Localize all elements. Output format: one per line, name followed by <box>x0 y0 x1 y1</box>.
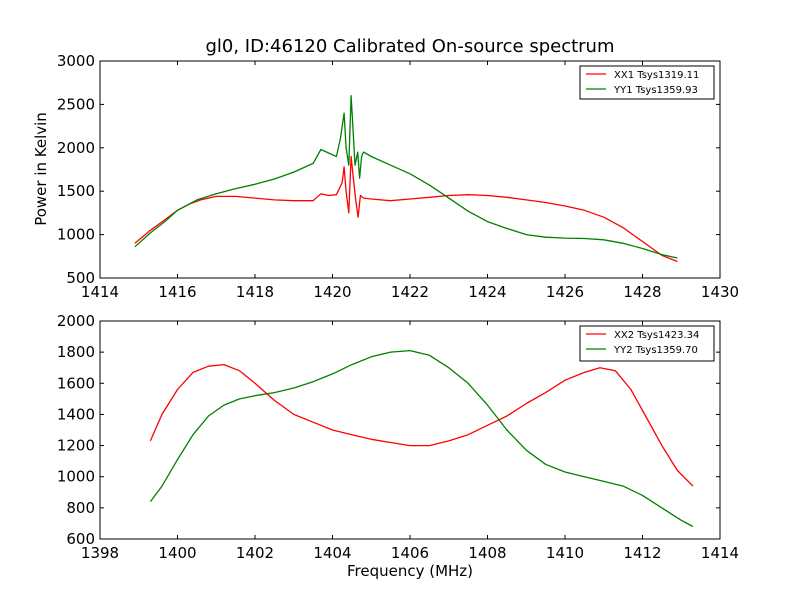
y-tick-label: 1400 <box>57 405 95 423</box>
x-tick-label: 1398 <box>81 544 119 562</box>
chart-title: gl0, ID:46120 Calibrated On-source spect… <box>205 36 614 57</box>
x-tick-label: 1420 <box>313 283 351 301</box>
y-tick-label: 1200 <box>57 437 95 455</box>
series-line-1-2 <box>134 95 678 259</box>
x-tick-label: 1402 <box>236 544 274 562</box>
y-tick-label: 1500 <box>57 182 95 200</box>
x-tick-label: 1430 <box>701 283 739 301</box>
x-tick-label: 1414 <box>701 544 739 562</box>
x-tick-label: 1416 <box>158 283 196 301</box>
x-tick-label: 1408 <box>468 544 506 562</box>
y-tick-label: 3000 <box>57 52 95 70</box>
x-tick-label: 1422 <box>391 283 429 301</box>
y-tick-label: 1800 <box>57 343 95 361</box>
y-tick-label: 1000 <box>57 226 95 244</box>
legend: XX2 Tsys1423.34 YY2 Tsys1359.70 <box>579 325 715 362</box>
legend-entry: XX2 Tsys1423.34 <box>614 330 699 341</box>
y-tick-label: 500 <box>66 269 95 287</box>
legend: XX1 Tsys1319.11 YY1 Tsys1359.93 <box>579 65 715 100</box>
legend-entry: YY2 Tsys1359.70 <box>613 345 698 356</box>
x-tick-label: 1404 <box>313 544 351 562</box>
panel-1: 1414 1416 1418 1420 1422 1424 1426 1428 1430 500 1… <box>57 52 739 301</box>
x-tick-label: 1412 <box>623 544 661 562</box>
x-tick-label: 1428 <box>623 283 661 301</box>
x-tick-label: 1410 <box>546 544 584 562</box>
y-tick-label: 600 <box>66 530 95 548</box>
legend-entry: YY1 Tsys1359.93 <box>613 85 698 96</box>
y-tick-label: 2500 <box>57 95 95 113</box>
y-tick-label: 1000 <box>57 468 95 486</box>
chart-panels: 1414 1416 1418 1420 1422 1424 1426 1428 14305001… <box>57 52 739 562</box>
x-tick-label: 1426 <box>546 283 584 301</box>
x-tick-label: 1414 <box>81 283 119 301</box>
legend-box <box>579 65 715 100</box>
x-tick-label: 1424 <box>468 283 506 301</box>
y-tick-label: 2000 <box>57 312 95 330</box>
x-tick-label: 1400 <box>158 544 196 562</box>
y-tick-label: 2000 <box>57 139 95 157</box>
series-line-1-1 <box>134 155 678 263</box>
legend-entry: XX1 Tsys1319.11 <box>614 70 699 81</box>
y-tick-label: 800 <box>66 499 95 517</box>
legend-box <box>579 325 715 362</box>
panel-2: 1398 1400 1402 1404 1406 1408 1410 1412 1414 600 8… <box>57 312 739 562</box>
x-tick-label: 1406 <box>391 544 429 562</box>
series-line-2-1 <box>149 363 694 487</box>
y-tick-label: 1600 <box>57 374 95 392</box>
y-axis-title: Power in Kelvin <box>32 112 50 226</box>
series-line-2-2 <box>149 349 694 528</box>
x-axis-title: Frequency (MHz) <box>347 562 473 580</box>
x-tick-label: 1418 <box>236 283 274 301</box>
